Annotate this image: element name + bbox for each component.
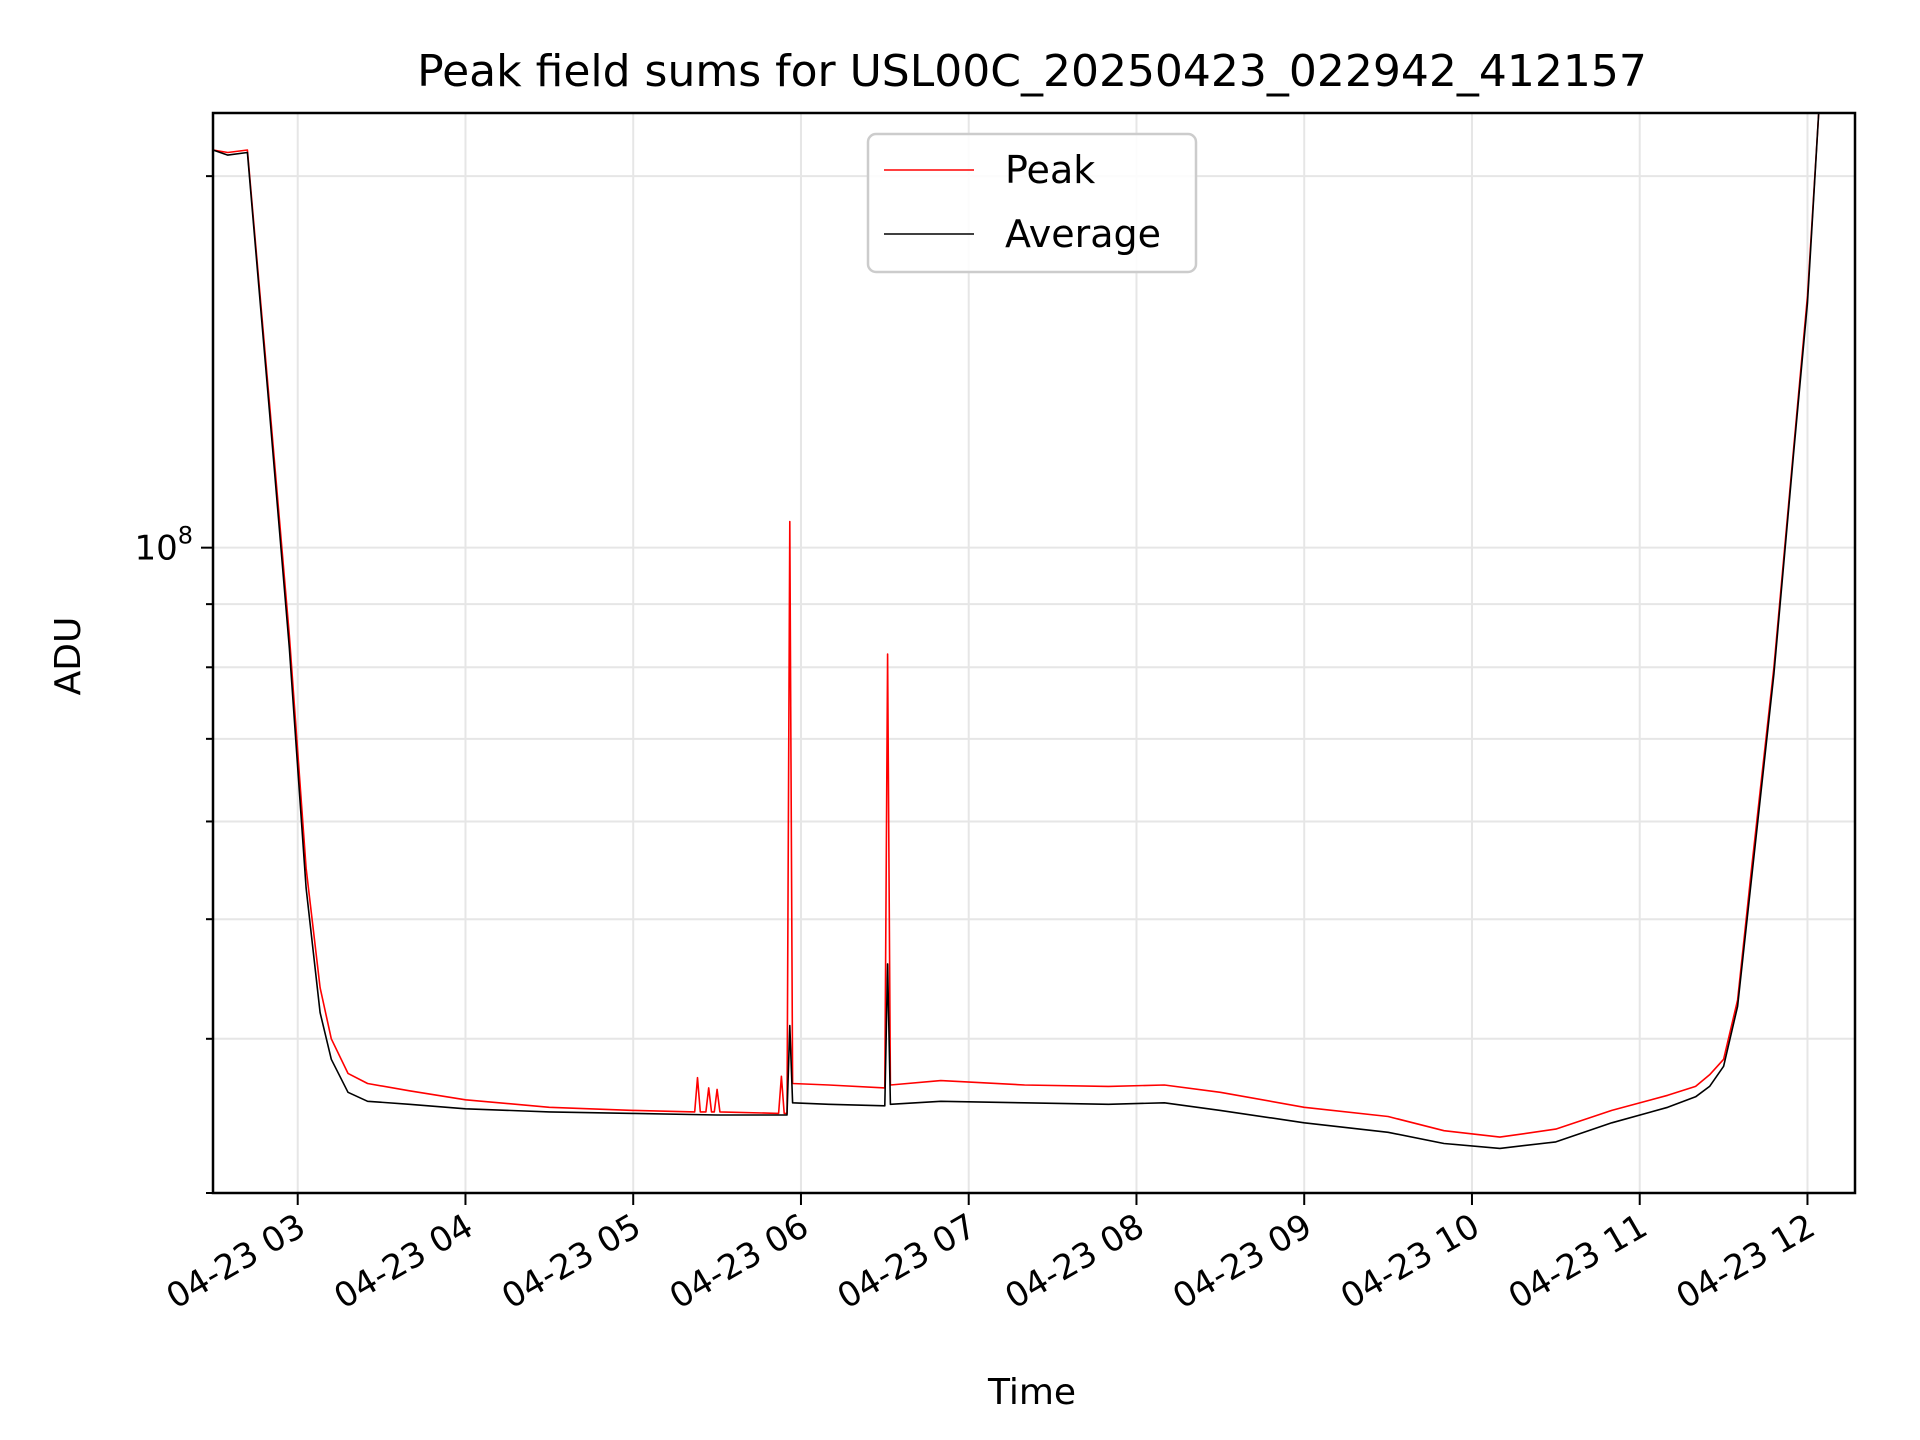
series-lines <box>212 112 1820 1150</box>
legend-box <box>866 132 1198 274</box>
chart-title: Peak field sums for USL00C_20250423_0229… <box>417 46 1647 97</box>
legend: Peak Average <box>866 132 1198 274</box>
y-axis-ticks: 108 <box>134 175 213 1194</box>
legend-label-peak: Peak <box>1005 148 1095 192</box>
x-axis-label: Time <box>987 1372 1076 1413</box>
series-line-peak <box>212 112 1820 1138</box>
y-axis-label: ADU <box>48 617 89 696</box>
legend-label-average: Average <box>1005 212 1161 256</box>
plot-frame <box>211 111 1857 1195</box>
y-tick-label: 108 <box>134 522 193 569</box>
series-line-average <box>212 112 1820 1150</box>
